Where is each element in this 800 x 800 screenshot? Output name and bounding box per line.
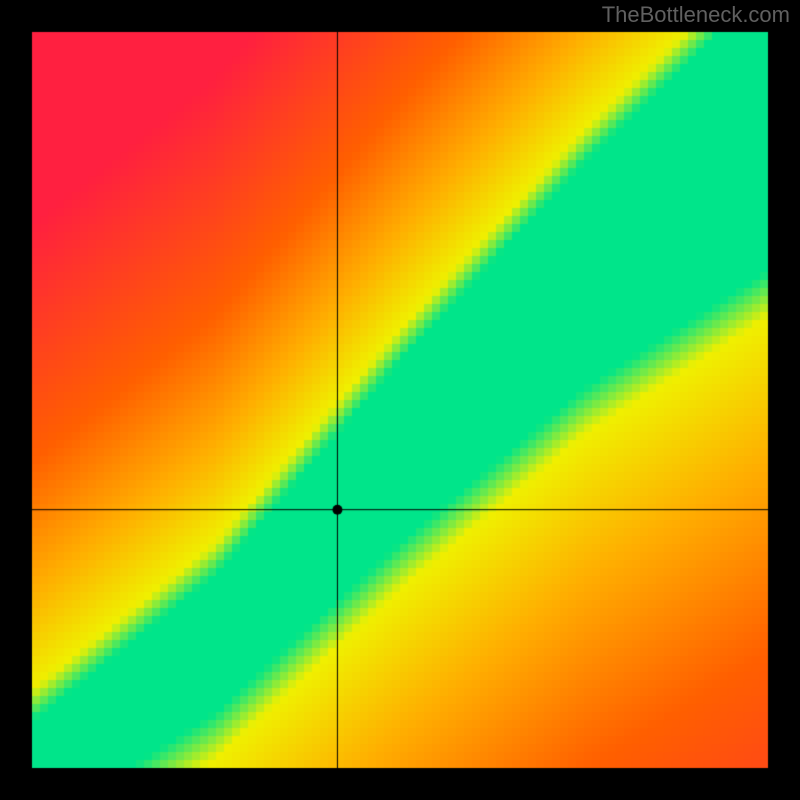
- heatmap-canvas: [0, 0, 800, 800]
- chart-container: TheBottleneck.com: [0, 0, 800, 800]
- watermark-text: TheBottleneck.com: [602, 2, 790, 28]
